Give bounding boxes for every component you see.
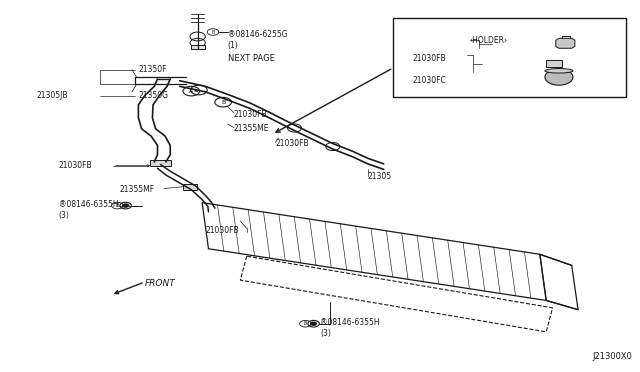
Text: 21350F: 21350F (138, 65, 167, 74)
Text: 21305: 21305 (368, 172, 392, 181)
Text: B: B (116, 203, 119, 208)
Circle shape (191, 85, 207, 95)
Text: ®08146-6355H
(3): ®08146-6355H (3) (320, 318, 380, 338)
Text: ®08146-6255G
(1): ®08146-6255G (1) (228, 31, 287, 50)
Text: 21030FB: 21030FB (275, 139, 309, 148)
Circle shape (122, 204, 129, 208)
Text: 21350G: 21350G (138, 91, 168, 100)
Bar (150, 160, 171, 166)
Text: B: B (221, 100, 225, 105)
Circle shape (287, 124, 301, 132)
Text: 21355ME: 21355ME (234, 124, 269, 133)
Bar (394, 18, 626, 97)
Circle shape (310, 322, 317, 326)
Bar (183, 184, 197, 190)
Text: 21030FB: 21030FB (59, 161, 92, 170)
Text: 21030FB: 21030FB (234, 109, 268, 119)
Text: ®08146-6355H
(3): ®08146-6355H (3) (59, 200, 118, 220)
Polygon shape (556, 38, 575, 48)
Text: 21030FC: 21030FC (412, 76, 446, 85)
Text: 21030FB: 21030FB (205, 226, 239, 235)
Ellipse shape (545, 68, 573, 73)
Text: FRONT: FRONT (145, 279, 175, 288)
Bar (191, 45, 205, 49)
Text: 21355MF: 21355MF (119, 185, 154, 194)
Text: 21305JB: 21305JB (36, 91, 68, 100)
Text: B: B (211, 29, 214, 35)
Circle shape (545, 69, 573, 85)
Text: A: A (189, 89, 193, 94)
Text: NEXT PAGE: NEXT PAGE (228, 54, 275, 63)
Text: ‹HOLDER›: ‹HOLDER› (470, 36, 508, 45)
Circle shape (326, 142, 340, 151)
Text: B: B (303, 321, 307, 326)
Bar (546, 61, 562, 67)
Text: J21300X0: J21300X0 (593, 352, 632, 361)
Text: 21030FB: 21030FB (412, 54, 446, 63)
